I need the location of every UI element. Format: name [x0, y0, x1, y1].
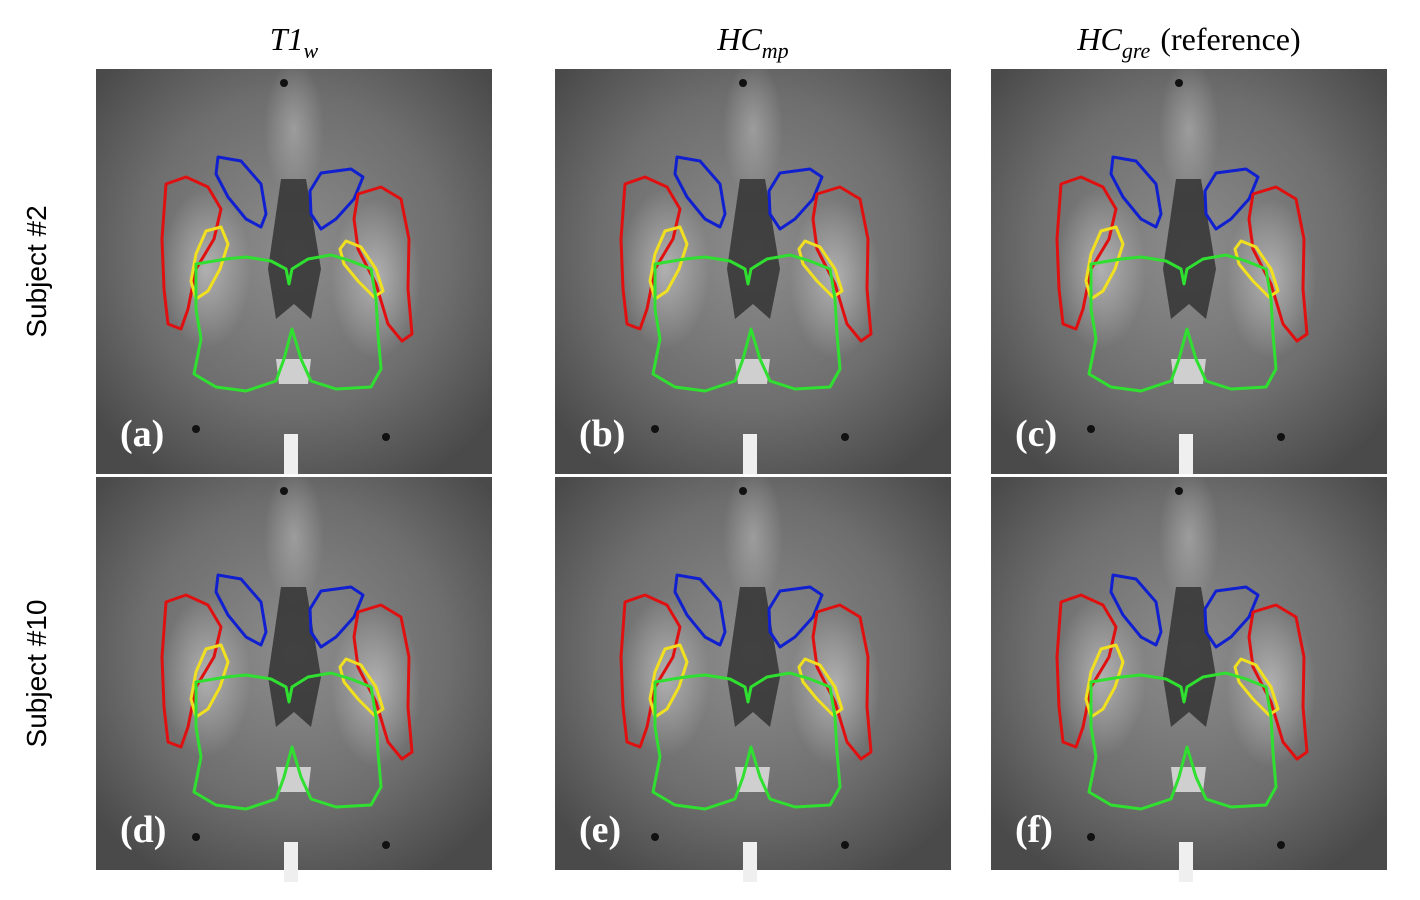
- column-header: T1w: [270, 21, 319, 63]
- header-subscript: gre: [1122, 38, 1151, 63]
- column-header: HCmp: [716, 21, 788, 63]
- image-panel: (b): [555, 59, 951, 474]
- panel-label: (a): [120, 413, 164, 455]
- panel-label: (c): [1015, 413, 1057, 455]
- header-suffix: (reference): [1160, 21, 1300, 57]
- image-panel: (e): [555, 467, 951, 882]
- panel-label: (b): [579, 413, 625, 455]
- image-panel: (f): [991, 467, 1387, 882]
- panel-label: (d): [120, 809, 166, 851]
- row-label: Subject #10: [21, 600, 52, 748]
- image-panel: (a): [96, 59, 492, 474]
- panel-label: (e): [579, 809, 621, 851]
- header-subscript: w: [304, 38, 319, 63]
- column-header: HCgre (reference): [1076, 21, 1300, 63]
- header-base: HC: [716, 21, 762, 57]
- image-panel: (d): [96, 467, 492, 882]
- row-label: Subject #2: [21, 205, 52, 337]
- header-base: T1: [270, 21, 304, 57]
- image-panel: (c): [991, 59, 1387, 474]
- header-subscript: mp: [762, 38, 789, 63]
- header-base: HC: [1076, 21, 1122, 57]
- panel-label: (f): [1015, 809, 1053, 851]
